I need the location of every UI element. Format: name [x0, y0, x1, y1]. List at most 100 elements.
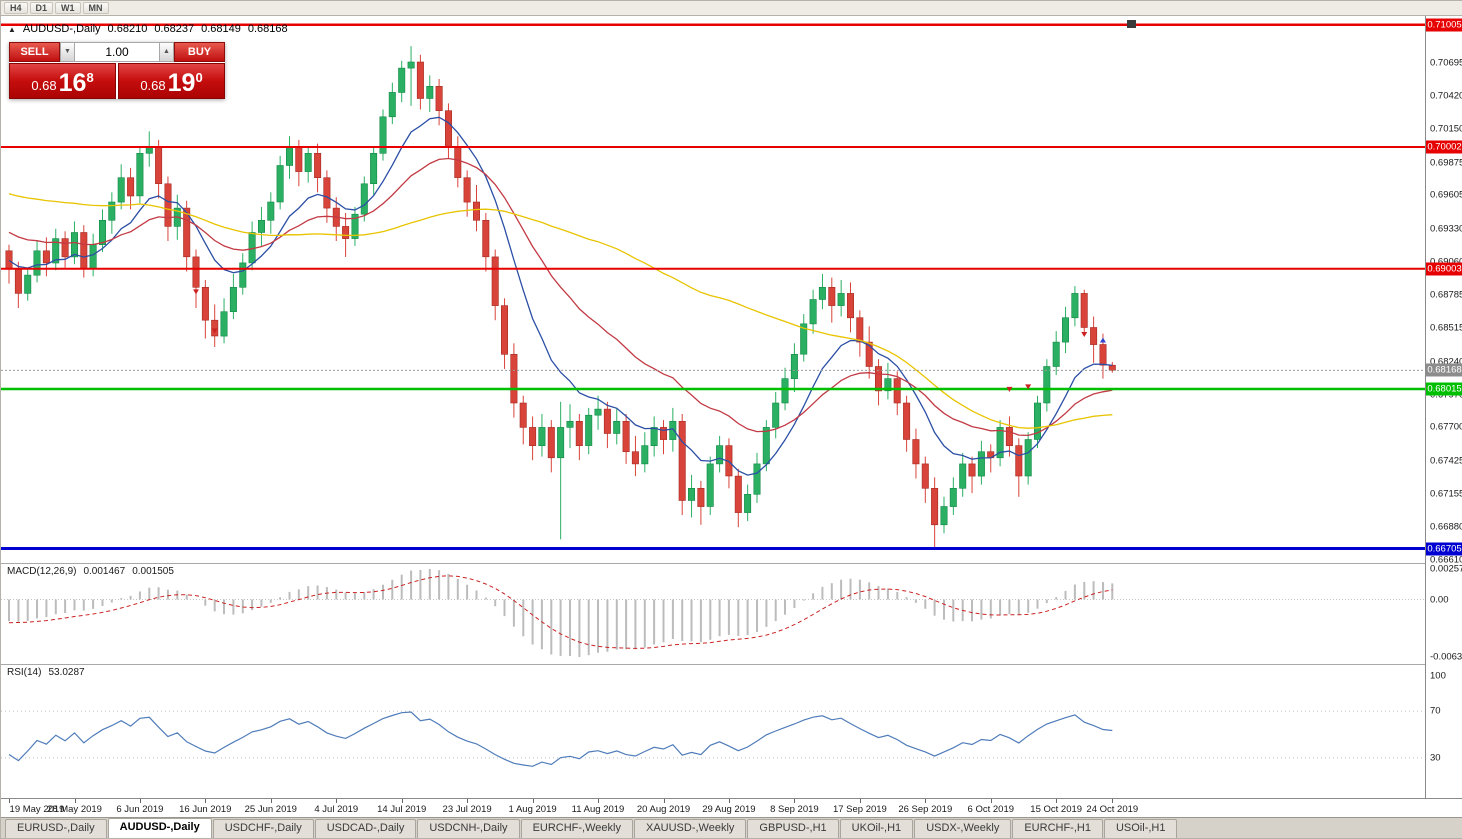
volume-decrease-button[interactable]: ▼: [60, 42, 75, 62]
date-axis-label: 14 Jul 2019: [377, 804, 427, 815]
sell-price-prefix: 0.68: [31, 78, 57, 93]
buy-arrow-icon: [1099, 337, 1106, 343]
date-axis-tick: [1112, 799, 1114, 803]
date-axis-tick: [9, 799, 10, 803]
timeframe-button-mn[interactable]: MN: [82, 2, 109, 14]
chart-tab-usdcad-daily[interactable]: USDCAD-,Daily: [314, 819, 417, 838]
date-axis-tick: [401, 799, 403, 803]
rsi-indicator-pane[interactable]: [1, 664, 1425, 798]
price-axis-label: 0.67155: [1430, 488, 1462, 500]
date-axis-label: 28 May 2019: [47, 804, 102, 815]
chart-tab-gbpusd-h1[interactable]: GBPUSD-,H1: [747, 819, 839, 838]
price-axis-label: 0.69605: [1430, 189, 1462, 201]
bid-ask-tiles: 0.68 16 8 0.68 19 0: [9, 63, 225, 99]
price-axis-label: 0.67425: [1430, 455, 1462, 467]
chart-tab-usdcnh-daily[interactable]: USDCNH-,Daily: [417, 819, 520, 838]
sell-arrow-icon: [1006, 386, 1013, 392]
price-axis-label: 0.69330: [1430, 223, 1462, 235]
quote-low: 0.68149: [201, 23, 241, 35]
date-axis-tick: [859, 799, 861, 803]
timeframe-button-d1[interactable]: D1: [29, 2, 54, 14]
chart-tab-ukoil-h1[interactable]: UKOil-,H1: [839, 819, 914, 838]
chart-tab-eurusd-daily[interactable]: EURUSD-,Daily: [5, 819, 107, 838]
price-axis[interactable]: 0.709850.706950.704200.701500.698750.696…: [1425, 16, 1462, 819]
chart-tab-eurchf-weekly[interactable]: EURCHF-,Weekly: [520, 819, 633, 838]
chart-tab-usoil-h1[interactable]: USOil-,H1: [1103, 819, 1178, 838]
sell-arrow-icon: [211, 328, 218, 334]
pane-separator[interactable]: [1, 563, 1462, 564]
chart-ohlc-header: ▲ AUDUSD-,Daily 0.68210 0.68237 0.68149 …: [8, 23, 288, 35]
timeframe-button-h4[interactable]: H4: [4, 2, 28, 14]
price-axis-label: 0.70695: [1430, 57, 1462, 69]
rsi-name: RSI(14): [7, 667, 42, 678]
date-axis-label: 11 Aug 2019: [571, 804, 625, 815]
timeframe-button-w1[interactable]: W1: [55, 2, 81, 14]
date-axis-label: 6 Jun 2019: [116, 804, 164, 815]
macd-axis-label: 0.002574: [1430, 563, 1462, 575]
price-axis-label: 0.67700: [1430, 421, 1462, 433]
date-axis-tick: [925, 799, 927, 803]
price-axis-label: 0.66880: [1430, 521, 1462, 533]
price-line-value-box: 0.68015: [1426, 382, 1462, 396]
horizontal-line-objects[interactable]: [1, 23, 1425, 550]
date-axis-tick: [663, 799, 665, 803]
date-axis-tick: [336, 799, 338, 803]
buy-price-tile[interactable]: 0.68 19 0: [118, 63, 225, 99]
sell-button[interactable]: SELL: [9, 42, 60, 62]
volume-input[interactable]: 1.00: [75, 42, 159, 62]
pane-separator[interactable]: [1, 664, 1462, 665]
date-axis-label: 25 Jun 2019: [244, 804, 297, 815]
date-axis-label: 16 Jun 2019: [179, 804, 232, 815]
date-axis-label: 4 Jul 2019: [314, 804, 359, 815]
date-axis-label: 17 Sep 2019: [832, 804, 887, 815]
sell-arrow-icon: [193, 289, 199, 295]
chart-expand-icon[interactable]: ▲: [8, 24, 16, 34]
moving-averages-group: [8, 116, 1113, 476]
rsi-indicator-label: RSI(14) 53.0287: [7, 667, 92, 678]
date-axis-label: 15 Oct 2019: [1030, 804, 1083, 815]
timeframe-toolbar: H4 D1 W1 MN: [1, 1, 1462, 16]
volume-increase-button[interactable]: ▲: [159, 42, 174, 62]
sell-arrow-icon: [1025, 384, 1032, 390]
chart-symbol-label: AUDUSD-,Daily: [22, 23, 101, 35]
date-axis-label: 24 Oct 2019: [1086, 804, 1139, 815]
chart-tab-usdchf-daily[interactable]: USDCHF-,Daily: [212, 819, 314, 838]
sell-price-pip: 8: [86, 70, 94, 85]
price-line-value-box: 0.66705: [1426, 542, 1462, 555]
quote-high: 0.68237: [154, 23, 195, 35]
chart-tab-bar: EURUSD-,Daily AUDUSD-,Daily USDCHF-,Daily U…: [1, 817, 1462, 838]
macd-signal-value: 0.001505: [132, 566, 174, 577]
rsi-axis-label: 30: [1430, 752, 1441, 764]
main-price-chart[interactable]: [1, 16, 1425, 563]
macd-indicator-pane[interactable]: [1, 563, 1425, 664]
macd-indicator-label: MACD(12,26,9) 0.001467 0.001505: [7, 566, 181, 577]
hline-anchor-marker[interactable]: [1127, 20, 1136, 28]
one-click-trading-panel: SELL ▼ 1.00 ▲ BUY 0.68 16 8 0.68 19 0: [9, 42, 225, 99]
rsi-axis-label: 70: [1430, 705, 1441, 717]
buy-price-big: 19: [167, 69, 196, 97]
timeframe-buttons-group: H4 D1 W1 MN: [4, 2, 109, 14]
chart-tab-eurchf-h1[interactable]: EURCHF-,H1: [1012, 819, 1103, 838]
date-axis-label: 1 Aug 2019: [508, 804, 557, 815]
date-axis-tick: [598, 799, 599, 803]
date-axis-label: 8 Sep 2019: [770, 804, 819, 815]
chart-tab-usdx-weekly[interactable]: USDX-,Weekly: [914, 819, 1012, 838]
time-axis[interactable]: 19 May 2019 28 May 2019 6 Jun 2019 16 Jun 2…: [1, 798, 1462, 819]
buy-price-pip: 0: [195, 70, 203, 85]
macd-name: MACD(12,26,9): [7, 566, 77, 577]
date-axis-tick: [467, 799, 469, 803]
chart-tab-xauusd-weekly[interactable]: XAUUSD-,Weekly: [633, 819, 747, 838]
rsi-value: 53.0287: [48, 667, 85, 678]
date-axis-tick: [728, 799, 730, 803]
date-axis-tick: [205, 799, 207, 803]
date-axis-tick: [74, 799, 76, 803]
buy-button[interactable]: BUY: [174, 42, 225, 62]
sell-price-tile[interactable]: 0.68 16 8: [9, 63, 116, 99]
price-axis-label: 0.70420: [1430, 90, 1462, 102]
price-line-value-box: 0.71005: [1426, 18, 1462, 32]
chart-tab-audusd-daily[interactable]: AUDUSD-,Daily: [107, 818, 212, 838]
trade-markers-group: [193, 289, 1106, 392]
date-axis-label: 23 Jul 2019: [442, 804, 492, 815]
price-line-value-box: 0.68168: [1426, 363, 1462, 377]
macd-axis-label: 0.00: [1430, 594, 1449, 605]
